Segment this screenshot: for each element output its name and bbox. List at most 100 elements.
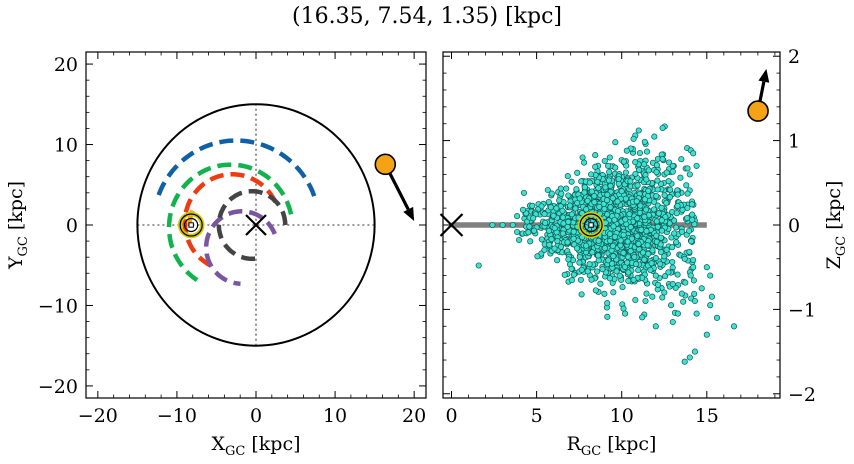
y-tick-label: −2 — [788, 384, 816, 406]
boundary-circle — [136, 103, 376, 347]
star-point — [652, 323, 659, 330]
star-point — [541, 246, 548, 254]
x-tick-label: −20 — [78, 405, 118, 427]
star-point — [639, 314, 646, 321]
y-tick-label: −1 — [788, 299, 816, 321]
star-point — [658, 204, 665, 211]
x-tick-label: 0 — [445, 405, 457, 427]
star-point — [622, 310, 629, 317]
star-point — [655, 210, 662, 217]
star-point — [570, 235, 577, 242]
star-point — [690, 277, 697, 284]
star-point — [698, 285, 705, 292]
x-tick-label: −10 — [157, 405, 197, 427]
star-point — [600, 200, 607, 208]
star-point — [690, 256, 697, 264]
star-point — [526, 223, 533, 230]
star-point — [620, 305, 627, 312]
star-point — [553, 205, 560, 212]
star-point — [674, 310, 681, 317]
star-point — [647, 266, 654, 274]
y-tick-label: 2 — [788, 46, 800, 68]
star-point — [547, 204, 554, 211]
star-point — [581, 189, 588, 196]
star-point — [628, 235, 635, 242]
star-point — [594, 268, 601, 275]
star-point — [604, 300, 611, 307]
star-point — [619, 284, 626, 291]
star-point — [657, 260, 664, 268]
star-point — [678, 290, 685, 297]
sun-marker — [577, 211, 605, 239]
star-point — [690, 150, 697, 157]
xy-panel: −20 −10 0 10 20 −20 −10 0 10 20 XGC [kpc] YGC [kpc] — [5, 51, 427, 459]
star-point — [654, 223, 661, 230]
star-point — [645, 187, 652, 194]
star-point — [674, 191, 681, 198]
star-point — [579, 154, 586, 161]
x-tick-label: 0 — [250, 405, 262, 427]
star-point — [674, 271, 681, 278]
star-point — [666, 159, 673, 166]
star-point — [680, 298, 687, 305]
star-point — [576, 195, 583, 202]
x-tick-label: 10 — [323, 405, 347, 427]
star-point — [610, 289, 617, 296]
star-point — [663, 199, 670, 206]
star-point — [642, 206, 650, 213]
star-point — [559, 230, 566, 237]
star-point — [635, 267, 642, 274]
star-point — [568, 265, 575, 272]
star-point — [669, 244, 676, 251]
star-point — [636, 149, 643, 157]
star-point — [596, 203, 603, 210]
star-point — [588, 188, 595, 195]
x-tick-label: 15 — [695, 405, 719, 427]
star-point — [657, 234, 665, 241]
star-point — [641, 213, 648, 220]
star-point — [654, 177, 661, 184]
star-point — [546, 241, 553, 248]
spiral-arm — [203, 209, 277, 286]
spiral-arm — [166, 162, 294, 282]
star-point — [623, 147, 630, 154]
star-point — [632, 170, 639, 177]
star-point — [564, 239, 571, 246]
star-point — [684, 190, 691, 197]
star-point — [607, 182, 614, 189]
axis-minor-ticks — [443, 52, 780, 398]
star-point — [559, 207, 566, 214]
star-point — [614, 198, 621, 205]
star-point — [649, 293, 656, 300]
star-point — [687, 272, 694, 279]
y-tick-label: −10 — [38, 295, 78, 317]
star-point — [686, 248, 693, 255]
star-point — [631, 253, 638, 261]
star-point — [643, 176, 650, 183]
star-point — [638, 226, 645, 233]
star-point — [574, 169, 581, 176]
star-point — [649, 247, 656, 254]
star-point — [641, 161, 648, 168]
star-point — [531, 227, 538, 234]
star-point — [662, 273, 669, 280]
star-point — [574, 199, 581, 207]
star-point — [597, 280, 604, 287]
star-point — [525, 229, 532, 236]
star-point — [627, 248, 634, 255]
star-point — [642, 297, 649, 305]
star-point — [545, 198, 552, 206]
star-point — [703, 331, 710, 338]
star-point — [643, 290, 650, 297]
star-point — [605, 257, 612, 264]
star-point — [707, 302, 714, 309]
star-point — [559, 214, 566, 221]
object-marker — [374, 153, 397, 176]
star-point — [689, 211, 696, 218]
star-point — [583, 206, 590, 213]
star-point — [684, 165, 691, 172]
star-point — [635, 240, 642, 247]
star-point — [592, 163, 599, 170]
star-point — [568, 178, 575, 185]
star-point — [576, 259, 583, 266]
